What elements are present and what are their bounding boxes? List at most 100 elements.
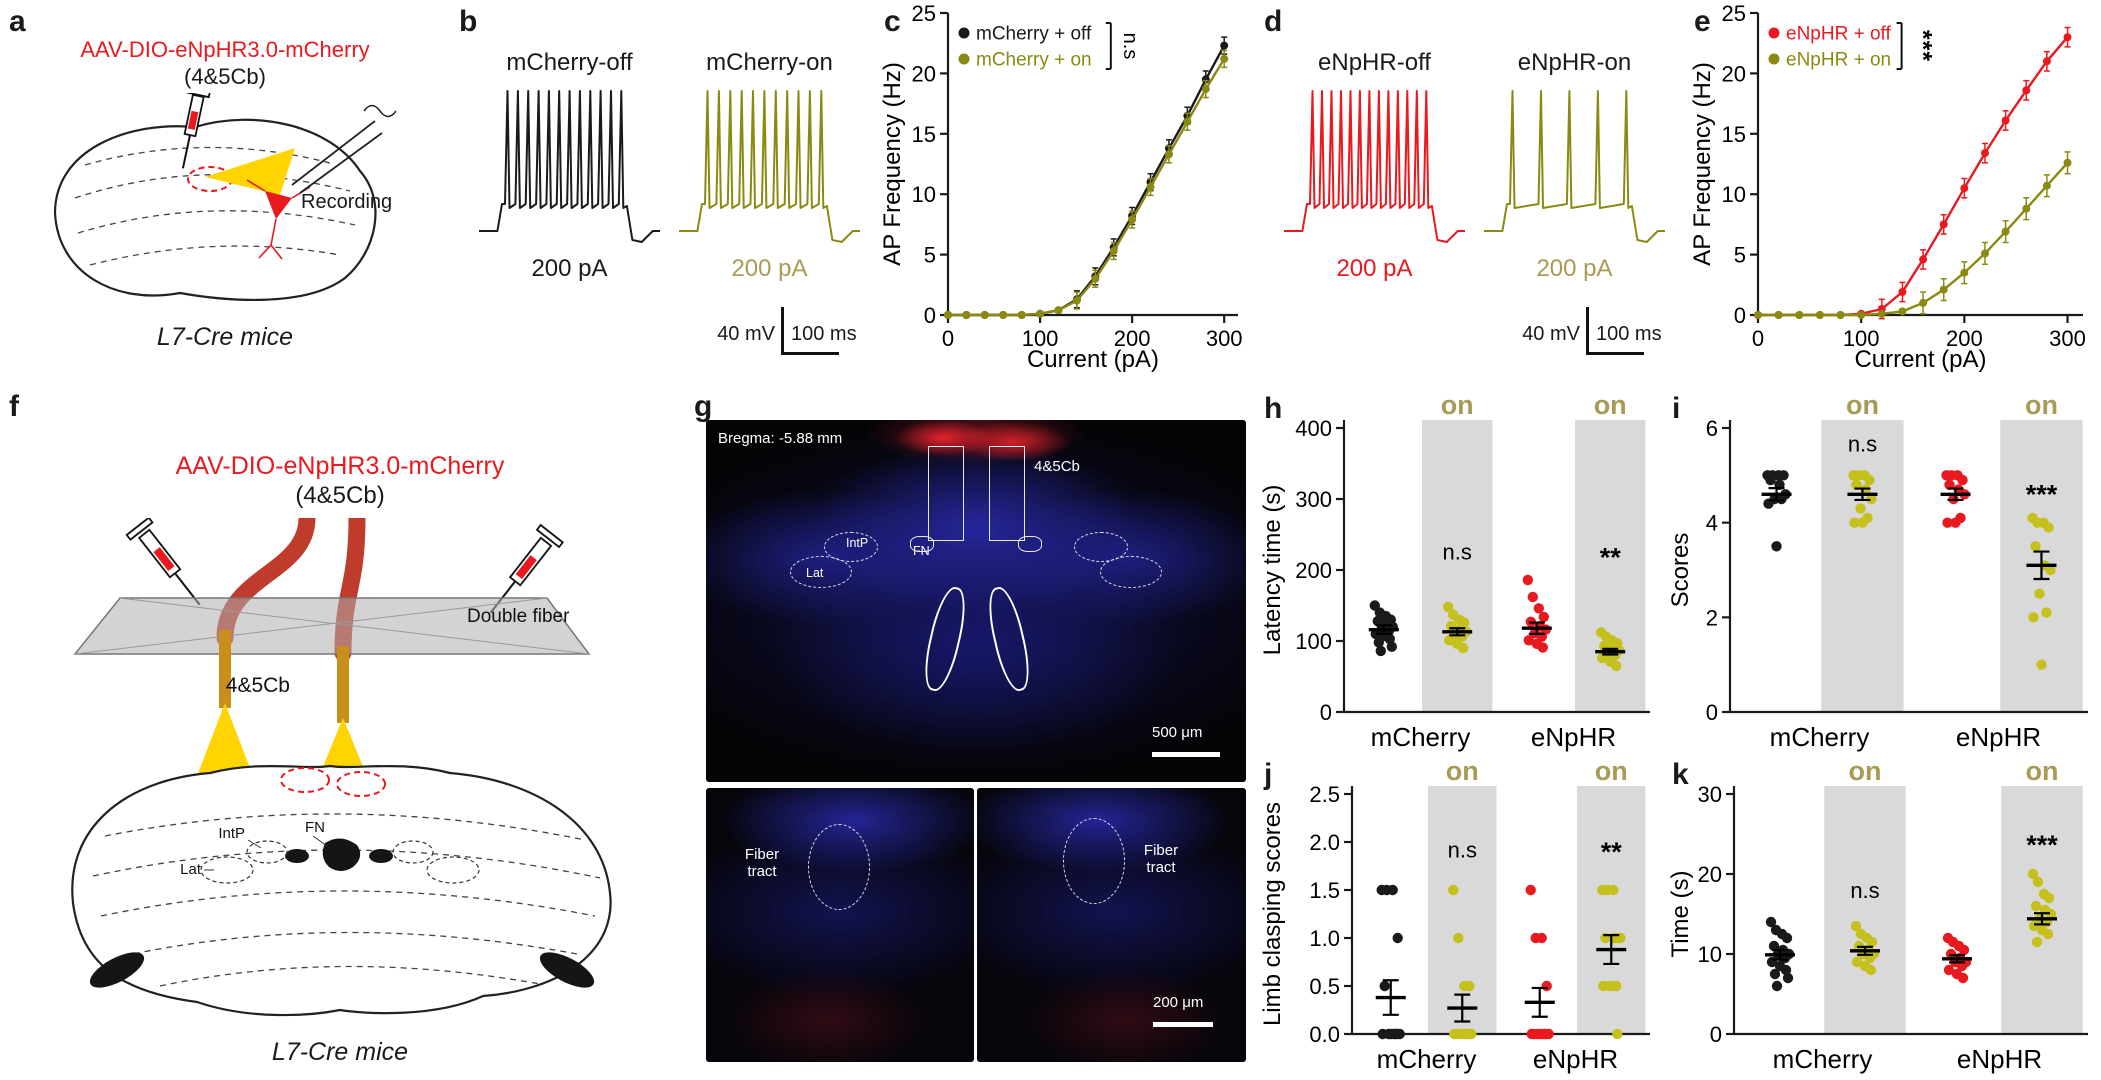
folia-line [159, 965, 541, 987]
panel-c: 0 100 200 300 0 5 10 15 20 25 Current (pA) AP Frequ… [879, 1, 1250, 373]
svg-text:20: 20 [1722, 61, 1746, 86]
time-scale-bar [781, 352, 839, 355]
svg-text:mCherry: mCherry [1770, 722, 1870, 752]
mouse-line-label: L7-Cre mice [156, 323, 294, 351]
svg-text:n.s: n.s [1448, 837, 1477, 862]
svg-text:0: 0 [924, 303, 936, 328]
svg-text:0: 0 [1320, 700, 1332, 725]
folia-line [74, 173, 351, 199]
fiber-tract-outline [808, 824, 870, 910]
scale-label-top: 500 μm [1152, 724, 1203, 741]
enphr-on-trace-block: eNpHR-on 200 pA [1482, 49, 1667, 283]
intp-outline-right [1074, 532, 1128, 562]
fiber-tract-image-left: Fiber tract [706, 788, 974, 1062]
scale-bar: 40 mV 100 ms [707, 307, 877, 369]
panel-f-letter: f [9, 390, 19, 423]
mcherry-on-trace [677, 81, 862, 253]
panel-h: on on 0 100 200 300 400 n.s ** mCherry eNpHR Latenc… [1259, 390, 1660, 756]
injection-site-label: (4&5Cb) [184, 64, 266, 89]
svg-text:Current (pA): Current (pA) [1027, 346, 1159, 373]
mcherry-on-trace-block: mCherry-on 200 pA [677, 49, 862, 283]
svg-text:5: 5 [1734, 243, 1746, 268]
svg-text:10: 10 [912, 182, 936, 207]
mcherry-ap-frequency-chart: 0 100 200 300 0 5 10 15 20 25 Current (pA) AP Frequ… [879, 1, 1250, 373]
fiber-tract-outline [1063, 818, 1125, 904]
svg-text:***: *** [2026, 830, 2058, 860]
trace-title: eNpHR-on [1517, 49, 1632, 76]
svg-text:10: 10 [1698, 942, 1722, 967]
svg-text:n.s: n.s [1850, 878, 1879, 903]
illumination-target-right [336, 771, 386, 797]
svg-text:1.5: 1.5 [1309, 878, 1340, 903]
light-cone-left [197, 703, 253, 776]
svg-text:0.5: 0.5 [1309, 974, 1340, 999]
svg-text:10: 10 [1722, 182, 1746, 207]
svg-text:100: 100 [1295, 629, 1332, 654]
svg-text:0: 0 [1734, 303, 1746, 328]
double-fiber-implant-schematic: Double fiber 4&5Cb IntP FN Lat [71, 518, 612, 1017]
svg-text:on: on [1595, 758, 1628, 786]
svg-text:on: on [1446, 758, 1479, 786]
recording-label: Recording [301, 191, 393, 213]
panel-d: d eNpHR-off 200 pA eNpHR-on 200 pA 40 mV… [1260, 5, 1680, 375]
svg-text:2: 2 [1706, 605, 1718, 630]
voltage-scale-label: 40 mV [1522, 323, 1580, 345]
scale-label-bottom: 200 μm [1153, 994, 1204, 1011]
scale-bar: 40 mV 100 ms [1512, 307, 1682, 369]
fn-label: FN [305, 819, 325, 836]
intp-label: IntP [218, 825, 245, 842]
svg-text:on: on [1441, 392, 1474, 420]
construct-label: AAV-DIO-eNpHR3.0-mCherry [175, 452, 505, 480]
panel-i: on on 0 2 4 6 n.s *** mCherry eNpHR Scores i [1667, 390, 2098, 756]
light-cone-icon [205, 148, 295, 195]
time-scale-label: 100 ms [1596, 323, 1662, 345]
deep-nucleus-right [369, 849, 393, 863]
fiber-track-box-right [989, 446, 1025, 541]
svg-text:300: 300 [2049, 326, 2086, 351]
svg-text:0.0: 0.0 [1309, 1022, 1340, 1047]
coronal-fluorescence-image: Bregma: -5.88 mm 4&5Cb IntP FN Lat 500 μ… [706, 420, 1246, 782]
svg-text:***: *** [2026, 480, 2058, 510]
panel-e: 0 100 200 300 0 5 10 15 20 25 Current (pA) AP Frequ… [1689, 1, 2095, 373]
panel-g-letter: g [694, 390, 713, 423]
svg-text:n.s: n.s [1443, 539, 1472, 564]
ventricle-outline-right [982, 583, 1036, 695]
enphr-on-trace [1482, 81, 1667, 253]
svg-text:2.5: 2.5 [1309, 782, 1340, 807]
svg-text:on: on [1846, 392, 1879, 420]
svg-text:0: 0 [1706, 700, 1718, 725]
svg-text:on: on [2025, 392, 2058, 420]
target-site-label: 4&5Cb [226, 674, 290, 697]
svg-text:AP Frequency (Hz): AP Frequency (Hz) [1690, 62, 1716, 266]
svg-text:15: 15 [1722, 122, 1746, 147]
folia-line [100, 890, 596, 917]
svg-text:Current (pA): Current (pA) [1854, 346, 1986, 373]
scale-bar-bottom [1153, 1022, 1213, 1027]
double-fiber-label: Double fiber [467, 606, 570, 627]
current-step-label: 200 pA [731, 255, 808, 282]
enphr-ap-frequency-chart: 0 100 200 300 0 5 10 15 20 25 Current (pA) AP Frequ… [1689, 1, 2095, 373]
fn-outline [910, 536, 934, 552]
construct-label: AAV-DIO-eNpHR3.0-mCherry [80, 37, 370, 62]
illumination-target-left [280, 767, 330, 793]
limb-clasping-plot: on on 0.0 0.5 1.0 1.5 2.0 2.5 n.s ** mCherry eNpHR L… [1259, 756, 1660, 1078]
fiber-track-box-left [928, 446, 964, 541]
lat-label: Lat [180, 861, 202, 878]
svg-text:20: 20 [912, 61, 936, 86]
lateral-structure-left [89, 952, 145, 988]
svg-text:400: 400 [1295, 416, 1332, 441]
intp-outline [824, 532, 878, 562]
svg-text:0: 0 [942, 326, 954, 351]
syringe-icon-right [489, 523, 565, 614]
svg-text:mCherry: mCherry [1371, 722, 1471, 752]
svg-text:300: 300 [1295, 487, 1332, 512]
folia-line [84, 146, 331, 166]
svg-text:Limb clasping scores: Limb clasping scores [1260, 802, 1286, 1026]
scale-bar-top [1152, 752, 1220, 757]
time-scale-label: 100 ms [791, 323, 857, 345]
lateral-structure-right [539, 952, 595, 988]
svg-text:eNpHR: eNpHR [1956, 722, 2041, 752]
mouse-line-label: L7-Cre mice [271, 1038, 409, 1066]
svg-text:AP Frequency (Hz): AP Frequency (Hz) [880, 62, 906, 266]
